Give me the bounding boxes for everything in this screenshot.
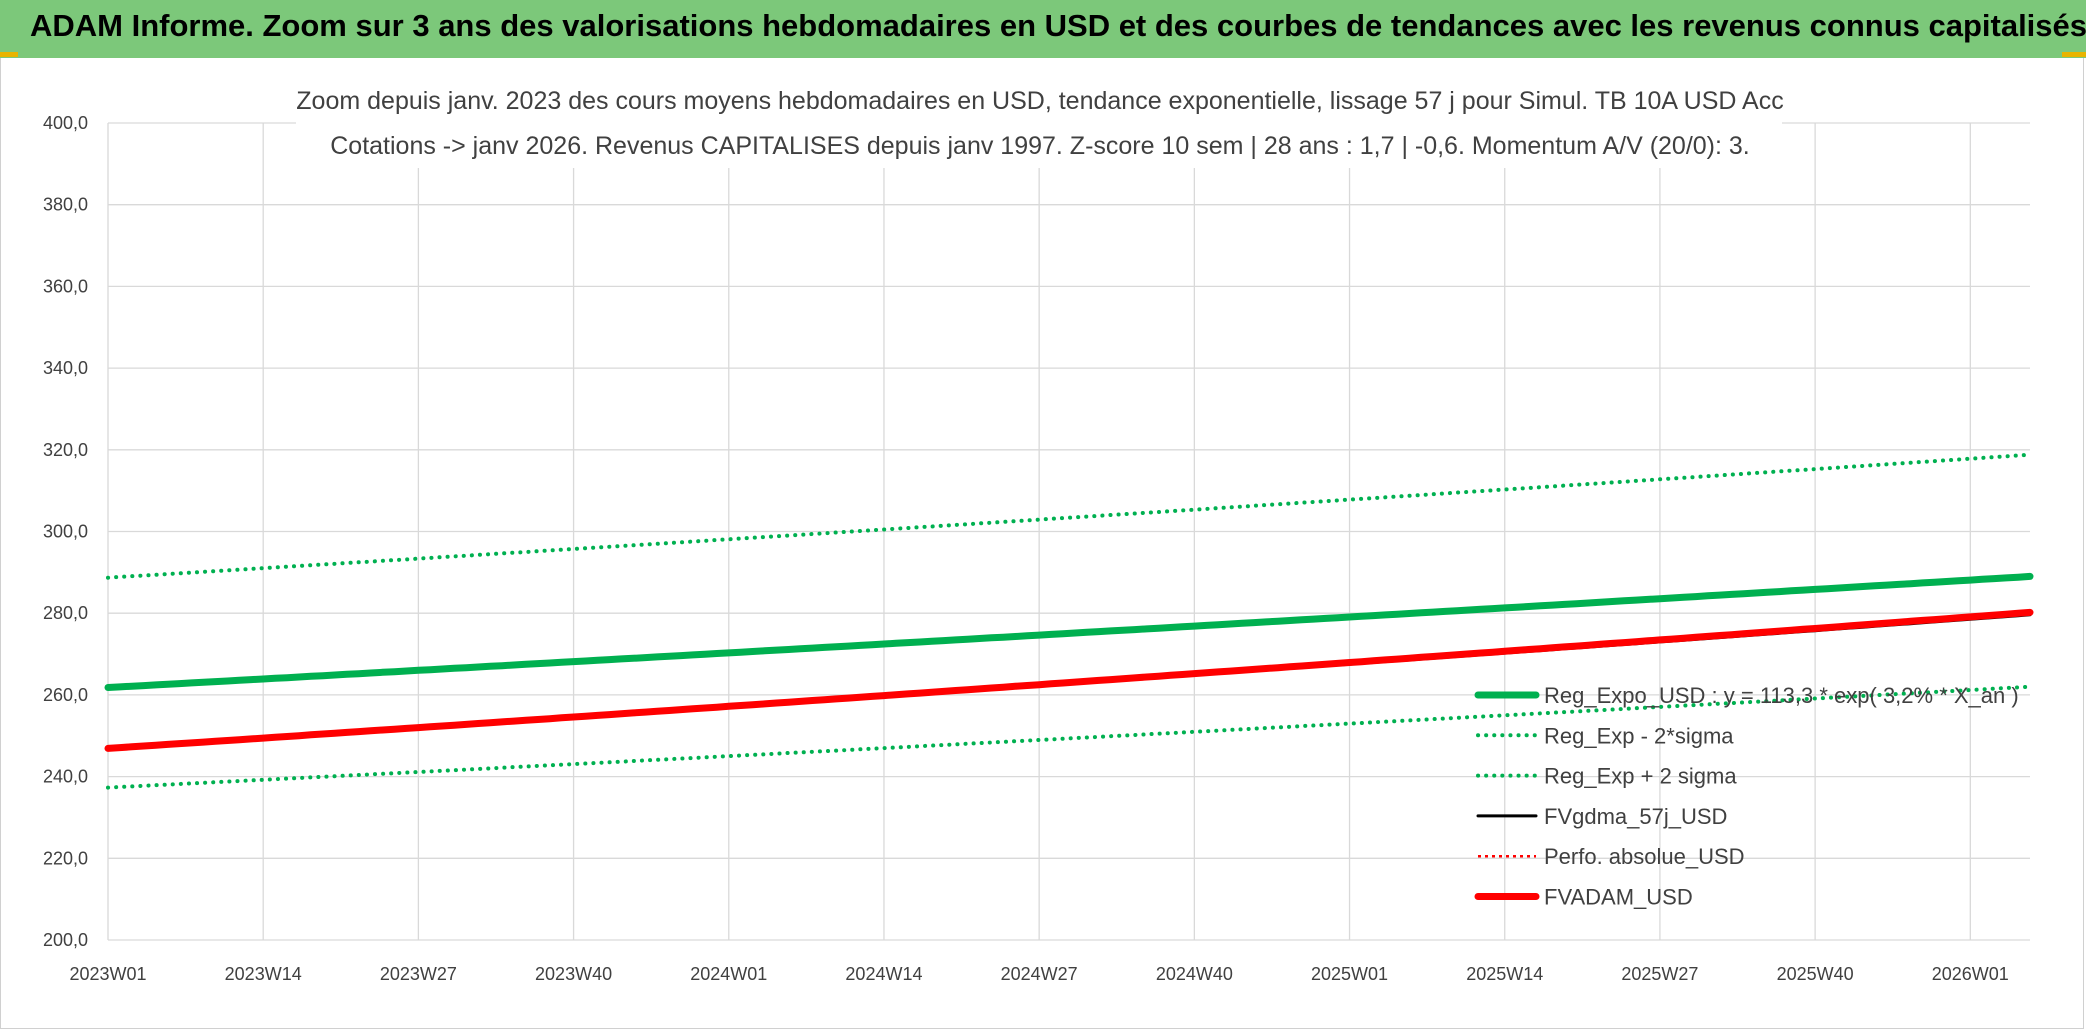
x-tick-label: 2024W14 [845,964,922,984]
x-axis-ticks: 2023W01 2023W14 2023W27 2023W40 2024W01 2024W… [69,964,2008,984]
y-axis-ticks: 200,0 220,0 240,0 260,0 280,0 300,0 320,0 340,0… [43,113,88,950]
series-line [106,452,2032,580]
series-line [106,684,2032,790]
x-tick-label: 2025W01 [1311,964,1388,984]
y-tick-label: 220,0 [43,848,88,868]
x-tick-label: 2025W40 [1777,964,1854,984]
chart-frame [0,58,2084,1029]
x-tick-label: 2024W01 [690,964,767,984]
legend-entry-label: FVADAM_USD [1544,885,1693,910]
legend-entry-label: Reg_Exp + 2 sigma [1544,764,1737,789]
y-tick-label: 380,0 [43,195,88,215]
banner-accent-left [0,52,18,57]
y-tick-label: 300,0 [43,522,88,542]
y-tick-label: 400,0 [43,113,88,133]
y-tick-label: 320,0 [43,440,88,460]
x-tick-label: 2024W27 [1001,964,1078,984]
series-line [104,572,2034,691]
y-tick-label: 240,0 [43,767,88,787]
x-tick-label: 2024W40 [1156,964,1233,984]
chart-title-line-1: Zoom depuis janv. 2023 des cours moyens … [296,87,1783,115]
series-lines [104,452,2034,790]
y-tick-label: 340,0 [43,358,88,378]
x-tick-label: 2023W40 [535,964,612,984]
series-line [104,608,2034,752]
x-tick-label: 2025W27 [1621,964,1698,984]
x-tick-label: 2025W14 [1466,964,1543,984]
chart-title: Zoom depuis janv. 2023 des cours moyens … [296,80,1784,168]
x-tick-label: 2023W14 [225,964,302,984]
x-tick-label: 2026W01 [1932,964,2009,984]
banner-accent-right [2062,52,2086,57]
y-tick-label: 280,0 [43,603,88,623]
x-tick-label: 2023W27 [380,964,457,984]
header-banner: ADAM Informe. Zoom sur 3 ans des valoris… [0,0,2086,58]
legend: Reg_Expo_USD : y = 113,3 * exp( 3,2% * X… [1474,683,2019,910]
legend-entry-label: Perfo. absolue_USD [1544,844,1745,869]
x-tick-label: 2023W01 [69,964,146,984]
chart-title-background [296,80,1782,168]
y-tick-label: 360,0 [43,276,88,296]
legend-entry-label: Reg_Exp - 2*sigma [1544,723,1734,748]
page-title: ADAM Informe. Zoom sur 3 ans des valoris… [30,8,2086,43]
legend-entry-label: FVgdma_57j_USD [1544,804,1727,829]
legend-entry-label: Reg_Expo_USD : y = 113,3 * exp( 3,2% * X… [1544,683,2019,708]
chart-title-line-2: Cotations -> janv 2026. Revenus CAPITALI… [330,132,1750,160]
y-tick-label: 260,0 [43,685,88,705]
grid [107,122,2030,941]
y-tick-label: 200,0 [43,930,88,950]
